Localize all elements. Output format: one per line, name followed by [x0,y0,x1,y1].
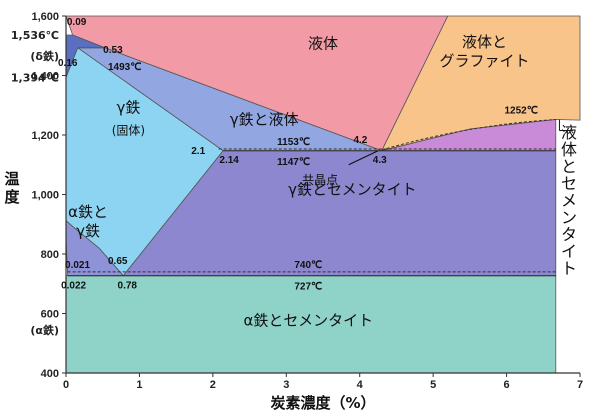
annotation-label: 4.2 [353,135,367,146]
axes: 0 1 2 3 4 5 6 7 400 600 800 1,000 1,200 1,400 1,600 1,5… [4,11,583,412]
y-tick-label: 1,400 [31,71,59,83]
x-axis-title: 炭素濃度（%） [270,394,375,412]
y-tick-label: 1,200 [31,130,59,142]
x-tick-label: 1 [136,379,142,391]
region-label-liquid-cementite: 液体とセメンタイト [561,123,577,278]
y-side-label: (α鉄) [30,323,59,337]
y-tick-label: 1,000 [31,190,59,202]
y-side-label: 1,394℃ [11,71,59,84]
annotation-label: 740℃ [294,260,322,271]
x-tick-label: 3 [283,379,289,391]
y-axis-title: 温度 [4,170,20,206]
x-tick-label: 0 [63,379,69,391]
annotation-label: 2.14 [219,155,239,166]
annotation-label: 0.53 [103,45,123,56]
annotation-label: 0.65 [108,256,128,267]
point-annotations: 0.09 0.53 0.16 1493℃ 4.2 4.3 2.1 2.14 1153℃ 1147℃… [58,17,538,293]
y-side-label: 1,536℃ [11,29,59,42]
y-side-label: (δ鉄) [30,49,59,63]
y-tick-label: 1,600 [31,11,59,23]
annotation-label: 0.78 [118,281,138,292]
region-label-alpha-gamma: α鉄と γ鉄 [68,203,108,240]
annotation-label: 2.1 [191,146,205,157]
y-tick-label: 600 [41,309,59,321]
annotation-label: 727℃ [294,282,322,293]
annotation-label: 0.09 [67,17,87,28]
x-tick-label: 6 [504,379,510,391]
annotation-label: 1153℃ [277,137,310,148]
x-tick-label: 5 [430,379,436,391]
line-graphite-liquidus [381,119,556,151]
annotation-label: 1147℃ [277,157,310,168]
phase-regions [65,15,581,374]
y-tick-label: 400 [41,368,59,380]
annotation-label: 1493℃ [108,62,141,73]
x-tick-label: 4 [357,379,364,391]
region-label-gamma-liquid: γ鉄と液体 [230,111,299,129]
region-label-gamma-cementite: γ鉄とセメンタイト [288,181,417,199]
annotation-label: 0.021 [65,260,90,271]
phase-lines [67,119,573,277]
region-label-gamma: γ鉄(固体) [112,99,145,138]
x-tick-label: 2 [210,379,216,391]
y-tick-label: 800 [41,249,59,261]
annotation-label: 0.16 [58,58,78,69]
eutectic-arrow [348,150,379,166]
x-tick-label: 7 [577,379,583,391]
annotation-label: 1252℃ [505,106,538,117]
region-label-liquid-graphite: 液体とグラファイト [440,33,530,70]
region-label-liquid: 液体 [308,35,338,53]
annotation-label: 0.022 [61,281,86,292]
region-label-alpha-cementite: α鉄とセメンタイト [244,311,374,329]
annotation-label: 4.3 [373,155,387,166]
annotation-label: 共晶点 [302,173,338,187]
